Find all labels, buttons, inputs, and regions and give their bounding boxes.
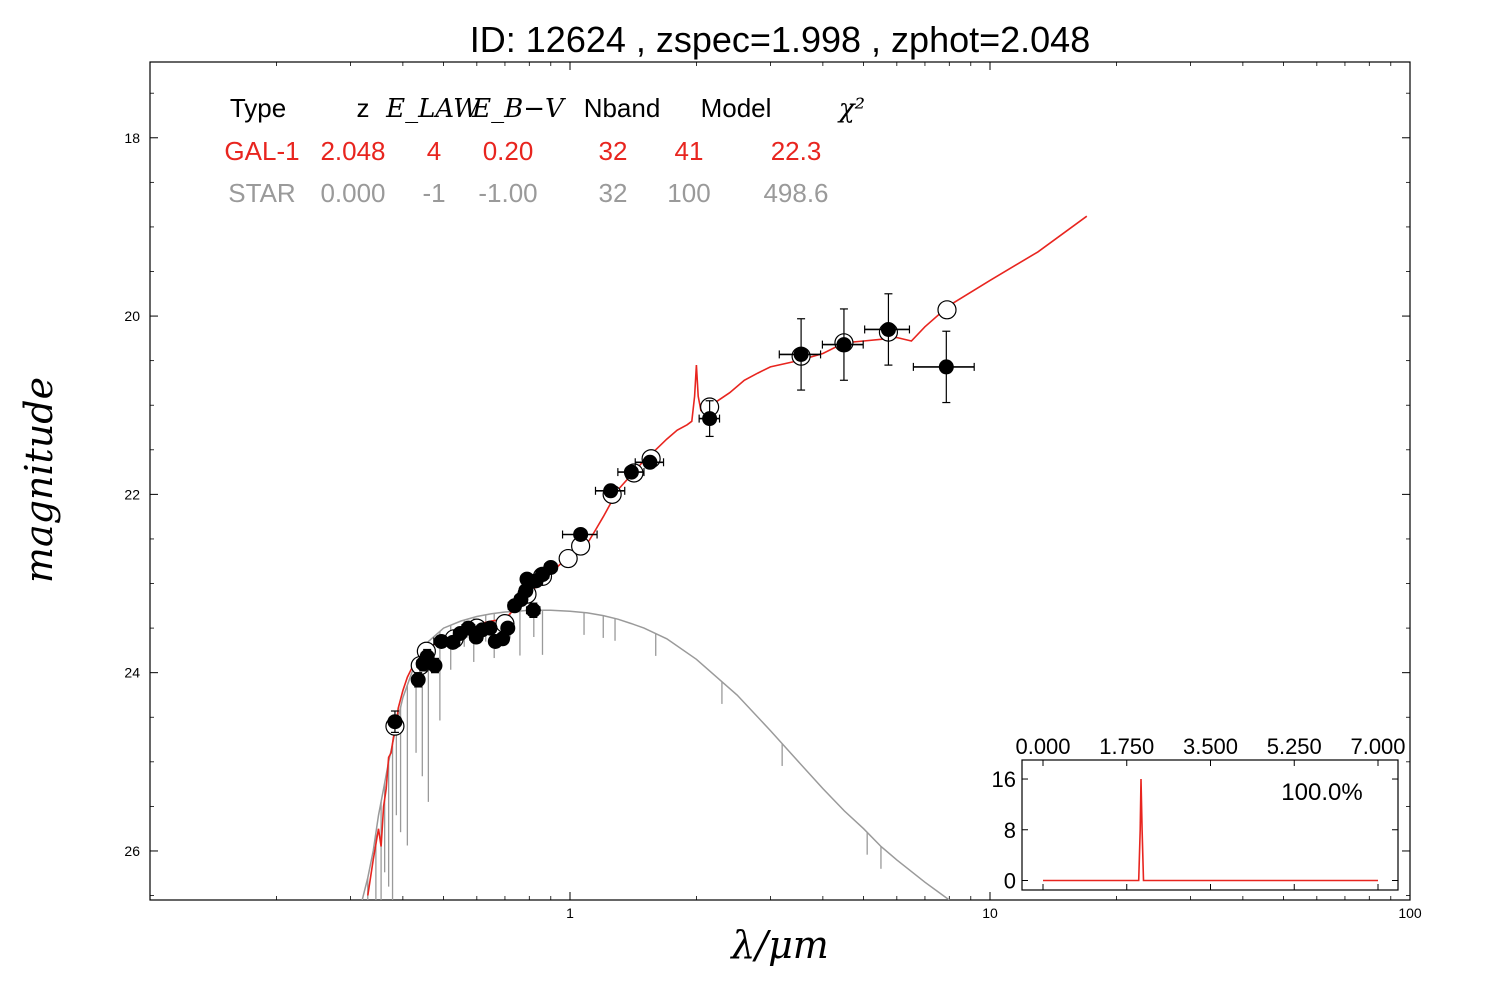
y-tick-label: 22 bbox=[124, 486, 140, 502]
table-cell: 22.3 bbox=[771, 136, 822, 166]
x-tick-label: 1 bbox=[566, 905, 574, 921]
inset-y-tick-label: 8 bbox=[1004, 818, 1016, 843]
y-axis-label: magnitude bbox=[17, 377, 61, 583]
observed-magnitude-point bbox=[793, 346, 809, 362]
table-header: E_B−V bbox=[471, 94, 566, 124]
inset-y-tick-label: 16 bbox=[992, 767, 1016, 792]
observed-magnitude-point bbox=[880, 321, 896, 337]
table-header: Nband bbox=[584, 93, 661, 123]
x-axis: 1 10 100 bbox=[276, 62, 1422, 921]
observed-magnitude-point bbox=[642, 454, 658, 470]
observed-magnitude-point bbox=[573, 526, 589, 542]
y-tick-label: 24 bbox=[124, 665, 140, 681]
observed-magnitude-point bbox=[410, 672, 426, 688]
photometry-points bbox=[385, 293, 975, 736]
x-axis-label: λ/μm bbox=[729, 923, 829, 967]
table-cell: 0.20 bbox=[483, 136, 534, 166]
table-header: E_LAW bbox=[385, 94, 482, 124]
table-header: Model bbox=[701, 93, 772, 123]
plot-frame bbox=[149, 61, 1411, 901]
table-cell: 2.048 bbox=[320, 136, 385, 166]
table-cell: 0.000 bbox=[320, 178, 385, 208]
observed-magnitude-point bbox=[623, 464, 639, 480]
y-tick-label: 20 bbox=[124, 308, 140, 324]
inset-frame bbox=[1021, 759, 1399, 891]
observed-magnitude-point bbox=[525, 602, 541, 618]
observed-magnitude-point bbox=[427, 658, 443, 674]
table-cell: -1.00 bbox=[478, 178, 537, 208]
observed-magnitude-point bbox=[603, 483, 619, 499]
table-header: χ² bbox=[837, 94, 865, 124]
observed-magnitude-point bbox=[518, 583, 534, 599]
table-cell: -1 bbox=[422, 178, 445, 208]
table-cell: 41 bbox=[675, 136, 704, 166]
model-magnitude-point bbox=[937, 300, 957, 320]
table-cell: STAR bbox=[228, 178, 295, 208]
pdz-inset: 100.0% 0.000 1.750 3.500 5.250 7.000 16 8 0 bbox=[992, 734, 1406, 893]
table-cell: 32 bbox=[599, 136, 628, 166]
x-tick-label: 100 bbox=[1398, 905, 1422, 921]
inset-x-tick-label: 1.750 bbox=[1099, 734, 1154, 759]
table-cell: 32 bbox=[599, 178, 628, 208]
inset-x-tick-label: 3.500 bbox=[1183, 734, 1238, 759]
observed-magnitude-point bbox=[482, 620, 498, 636]
observed-magnitude-point bbox=[543, 559, 559, 575]
inset-y-tick-label: 0 bbox=[1004, 868, 1016, 893]
x-tick-label: 10 bbox=[982, 905, 998, 921]
y-tick-label: 18 bbox=[124, 130, 140, 146]
observed-magnitude-point bbox=[387, 714, 403, 730]
observed-magnitude-point bbox=[702, 411, 718, 427]
chart-title: ID: 12624 , zspec=1.998 , zphot=2.048 bbox=[470, 19, 1090, 60]
inset-x-tick-label: 5.250 bbox=[1267, 734, 1322, 759]
observed-magnitude-point bbox=[836, 337, 852, 353]
table-header: z bbox=[357, 93, 370, 123]
inset-annotation: 100.0% bbox=[1281, 779, 1362, 806]
observed-magnitude-point bbox=[938, 359, 954, 375]
table-cell: 100 bbox=[667, 178, 710, 208]
table-cell: GAL-1 bbox=[224, 136, 299, 166]
y-tick-label: 26 bbox=[124, 843, 140, 859]
galaxy-template-line bbox=[367, 215, 1088, 896]
sed-curves bbox=[361, 215, 1088, 900]
table-cell: 498.6 bbox=[763, 178, 828, 208]
inset-x-tick-label: 0.000 bbox=[1015, 734, 1070, 759]
table-header: Type bbox=[230, 93, 286, 123]
observed-magnitude-point bbox=[433, 633, 449, 649]
pdz-line bbox=[1043, 778, 1378, 882]
observed-magnitude-point bbox=[500, 620, 516, 636]
model-magnitude-point bbox=[558, 548, 578, 569]
table-cell: 4 bbox=[427, 136, 441, 166]
y-axis: 18 20 22 24 26 bbox=[124, 92, 1410, 896]
inset-x-tick-label: 7.000 bbox=[1350, 734, 1405, 759]
